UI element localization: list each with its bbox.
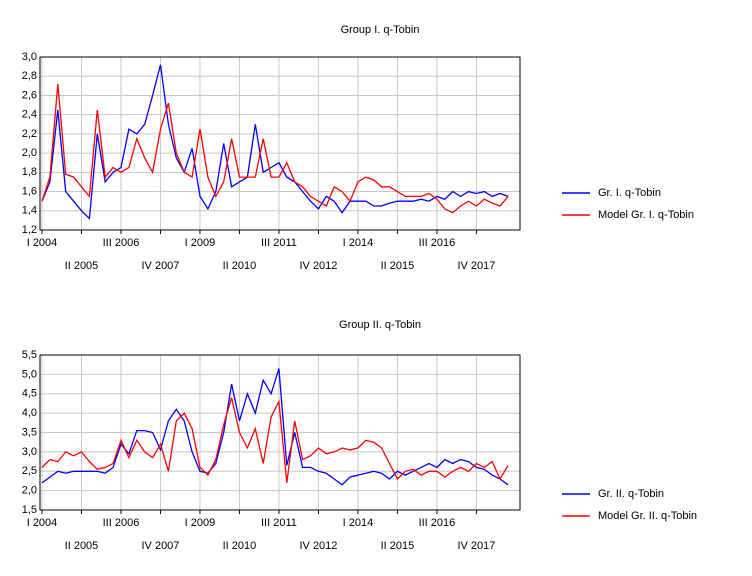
x-tick-label: I 2009 [185, 237, 216, 249]
y-tick-label: 4,5 [22, 388, 37, 400]
series-line [41, 368, 509, 486]
x-tick-label: III 2006 [103, 237, 140, 249]
x-tick-label: IV 2017 [457, 260, 495, 272]
y-tick-label: 2,0 [22, 147, 37, 159]
x-tick-label: III 2016 [419, 237, 456, 249]
x-tick-label: IV 2017 [457, 540, 495, 552]
y-tick-label: 2,0 [22, 485, 37, 497]
x-tick-label: I 2014 [343, 517, 374, 529]
legend-label: Model Gr. II. q-Tobin [598, 510, 697, 522]
x-tick-label: I 2004 [27, 517, 58, 529]
y-tick-label: 1,6 [22, 185, 37, 197]
series-line [41, 64, 509, 220]
chart-title: Group II. q-Tobin [339, 319, 421, 331]
y-tick-label: 1,8 [22, 166, 37, 178]
y-tick-label: 1,2 [22, 224, 37, 236]
x-tick-label: II 2005 [65, 260, 99, 272]
x-tick-label: IV 2007 [142, 540, 180, 552]
y-tick-label: 2,4 [22, 109, 37, 121]
plot-frame [39, 56, 521, 231]
x-tick-label: I 2014 [343, 237, 374, 249]
x-tick-label: II 2015 [381, 260, 415, 272]
series-line [41, 83, 509, 214]
y-tick-label: 1,5 [22, 504, 37, 516]
y-tick-label: 3,0 [22, 51, 37, 63]
x-tick-label: IV 2012 [299, 540, 337, 552]
x-tick-label: IV 2012 [299, 260, 337, 272]
y-tick-label: 1,4 [22, 205, 37, 217]
y-tick-label: 5,0 [22, 368, 37, 380]
y-tick-label: 2,6 [22, 89, 37, 101]
x-tick-label: III 2016 [419, 517, 456, 529]
chart-title: Group I. q-Tobin [341, 24, 420, 36]
x-tick-label: II 2015 [381, 540, 415, 552]
y-tick-label: 3,0 [22, 446, 37, 458]
x-tick-label: I 2004 [27, 237, 58, 249]
x-tick-label: III 2011 [261, 237, 297, 249]
legend-label: Model Gr. I. q-Tobin [598, 209, 694, 221]
x-tick-label: II 2005 [65, 540, 99, 552]
y-tick-label: 5,5 [22, 349, 37, 361]
plot-frame [39, 354, 521, 511]
y-tick-label: 2,5 [22, 465, 37, 477]
x-tick-label: III 2006 [103, 517, 140, 529]
y-tick-label: 2,2 [22, 128, 37, 140]
y-tick-label: 3,5 [22, 426, 37, 438]
y-tick-label: 2,8 [22, 70, 37, 82]
legend-label: Gr. II. q-Tobin [598, 488, 664, 500]
legend-label: Gr. I. q-Tobin [598, 187, 661, 199]
y-tick-label: 4,0 [22, 407, 37, 419]
x-tick-label: IV 2007 [142, 260, 180, 272]
x-tick-label: II 2010 [223, 540, 257, 552]
series-line [41, 397, 509, 483]
x-tick-label: I 2009 [185, 517, 216, 529]
x-tick-label: II 2010 [223, 260, 257, 272]
x-tick-label: III 2011 [261, 517, 297, 529]
